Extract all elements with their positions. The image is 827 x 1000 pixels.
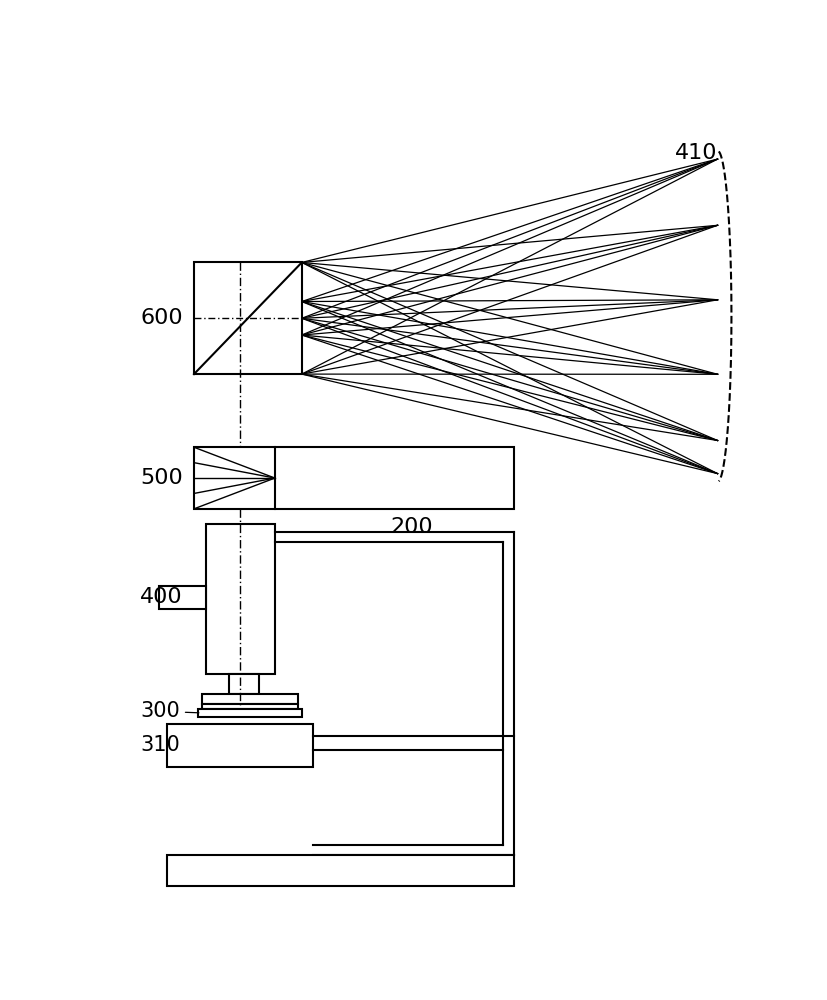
Text: 300: 300: [140, 701, 199, 721]
Text: 200: 200: [390, 517, 433, 537]
Bar: [194, 262, 302, 374]
Text: 410: 410: [675, 143, 718, 163]
Bar: [167, 855, 514, 886]
Text: 500: 500: [140, 468, 183, 488]
Bar: [160, 586, 206, 609]
Bar: [202, 704, 298, 709]
Bar: [167, 724, 313, 767]
Text: 400: 400: [140, 587, 183, 607]
Bar: [194, 447, 514, 509]
Text: 310: 310: [140, 735, 179, 755]
Bar: [206, 524, 275, 674]
Bar: [202, 694, 298, 704]
Bar: [198, 709, 302, 717]
Bar: [228, 674, 260, 694]
Text: 600: 600: [140, 308, 183, 328]
